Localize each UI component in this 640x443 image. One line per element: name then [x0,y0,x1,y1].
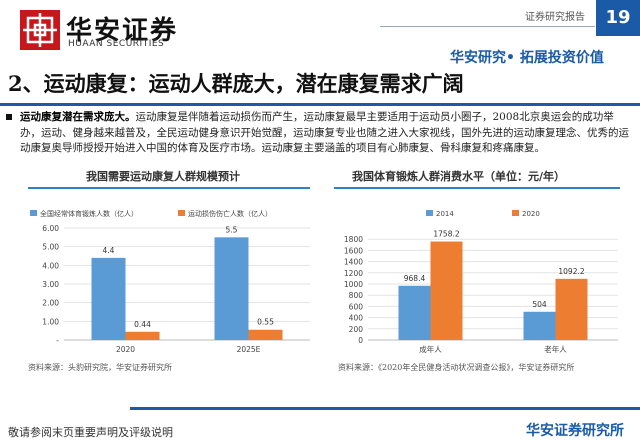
chart1-data-label: 0.55 [257,318,274,327]
footer-disclaimer: 敬请参阅末页重要声明及评级说明 [8,426,173,439]
chart1-x-tick-label: 2025E [237,345,261,354]
chart2-y-tick-label: 1200 [344,269,363,278]
footer-brand: 华安证券研究所 [526,423,624,439]
body-paragraph: 运动康复潜在需求庞大。运动康复是伴随着运动损伤而产生，运动康复最早主要适用于运动… [20,110,630,157]
chart2-data-label: 504 [532,300,547,309]
logo-english-name: HUAAN SECURITIES [68,39,165,49]
chart1-title: 我国需要运动康复人群规模预计 [86,170,240,183]
chart2: 2014 2020 0 200 400 600 800 1000 1200 1400 1600 180… [344,210,618,354]
chart2-x-tick-label: 成年人 [419,344,442,354]
chart2-data-label: 1092.2 [558,267,584,276]
chart2-title-rule [334,187,620,189]
body-text: 运动康复是伴随着运动损伤而产生，运动康复最早主要适用于运动员小圈子，2008北京… [20,111,629,154]
chart1-title-rule [28,187,310,189]
chart2-data-label: 968.4 [404,274,426,283]
chart1-source: 资料来源：头豹研究院，华安证券研究所 [28,363,172,372]
chart2-legend-label: 2014 [436,210,454,218]
chart1-legend-swatch [178,210,185,216]
chart1-data-label: 4.4 [103,246,115,255]
bullet-icon [6,114,12,120]
chart1: 全国经常体育锻炼人数（亿人） 运动损伤伤亡人数（亿人） - 1.00 2.00 3.00 4… [30,209,310,354]
chart1-bar [248,329,283,340]
body-lead: 运动康复潜在需求庞大。 [20,111,136,123]
chart1-y-tick-label: 3.00 [42,280,59,289]
header-divider [380,26,595,27]
chart2-y-tick-label: 1800 [344,235,363,244]
chart2-source: 资料来源：《2020年全民健身活动状况调查公报》，华安证券研究所 [338,363,575,372]
tagline: 华安研究• 拓展投资价值 [450,50,604,66]
chart2-y-tick-label: 600 [349,302,364,311]
chart1-bar [214,237,249,340]
chart2-title: 我国体育锻炼人群消费水平（单位：元/年） [352,170,566,183]
chart1-bar [125,331,160,340]
chart1-y-tick-label: 4.00 [42,261,59,270]
report-label: 证券研究报告 [525,12,585,23]
chart2-x-tick-label: 老年人 [544,344,567,354]
chart1-y-tick-label: 1.00 [42,317,59,326]
chart2-y-tick-label: 1600 [344,246,363,255]
page-number: 19 [596,0,640,36]
chart2-bar [398,285,431,340]
chart1-y-tick-label: 5.00 [42,243,59,252]
footer-divider [130,407,640,410]
chart2-y-tick-label: 400 [349,314,364,323]
chart2-bar [430,241,463,340]
chart1-legend-label: 运动损伤伤亡人数（亿人） [188,209,272,218]
page-title: 2、运动康复：运动人群庞大，潜在康复需求广阔 [8,71,464,96]
logo-name: 华安证券 [66,16,179,46]
chart2-data-label: 1758.2 [433,230,459,239]
chart1-data-label: 0.44 [134,320,151,329]
title-divider [0,103,640,106]
chart2-legend-swatch [426,210,433,216]
chart2-y-tick-label: 1000 [344,280,363,289]
logo-icon [20,10,60,50]
chart1-data-label: 5.5 [226,225,238,234]
chart2-legend-label: 2020 [522,210,540,218]
chart1-bar [91,257,126,340]
chart2-legend-swatch [512,210,519,216]
chart1-legend-label: 全国经常体育锻炼人数（亿人） [40,209,138,218]
chart1-y-tick-label: - [56,336,59,345]
chart1-legend-swatch [30,210,37,216]
chart2-y-tick-label: 800 [349,291,364,300]
chart1-y-tick-label: 6.00 [42,224,59,233]
chart2-bar [555,278,588,340]
chart1-y-tick-label: 2.00 [42,299,59,308]
chart2-y-tick-label: 1400 [344,258,363,267]
chart2-bar [523,311,556,340]
chart2-y-tick-label: 200 [349,325,364,334]
chart2-y-tick-label: 0 [358,336,363,345]
chart1-x-tick-label: 2020 [116,345,135,354]
